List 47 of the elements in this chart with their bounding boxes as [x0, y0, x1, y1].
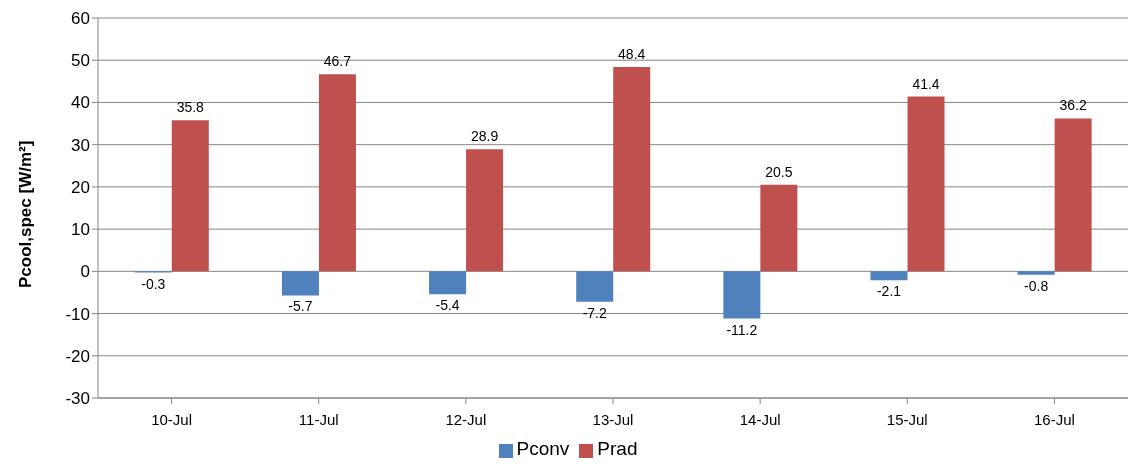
bar [1054, 118, 1092, 272]
bar [576, 271, 614, 302]
data-label: -5.7 [288, 298, 313, 315]
data-label: -2.1 [876, 283, 902, 300]
x-tick-label: 16-Jul [1034, 410, 1075, 428]
x-tick-label: 13-Jul [592, 410, 634, 428]
x-tick-label: 14-Jul [739, 410, 781, 428]
x-tick-label: 12-Jul [445, 410, 487, 428]
data-label: 48.4 [618, 45, 646, 62]
x-tick-label: 15-Jul [886, 410, 928, 428]
y-tick-label: 60 [71, 9, 90, 29]
data-label: 41.4 [912, 75, 940, 92]
y-tick-label: -30 [65, 389, 90, 409]
legend-label: Prad [597, 438, 638, 459]
bar [723, 271, 761, 319]
data-label: -0.3 [141, 275, 166, 292]
data-label: 28.9 [470, 128, 499, 145]
bar [760, 184, 798, 272]
legend-label: Pconv [516, 438, 570, 459]
bar [281, 271, 319, 296]
bar [318, 74, 356, 272]
y-tick-label: -10 [65, 304, 90, 324]
y-tick-label: 0 [80, 262, 90, 282]
data-label: 35.8 [176, 99, 205, 116]
bar [870, 271, 908, 281]
data-label: 20.5 [765, 163, 793, 180]
data-label: -5.4 [435, 297, 460, 314]
bar [613, 66, 651, 272]
bar [171, 120, 209, 272]
data-label: -7.2 [582, 304, 607, 321]
data-label: -0.8 [1024, 277, 1049, 294]
y-tick-label: 40 [71, 93, 90, 113]
data-label: 36.2 [1059, 97, 1087, 114]
y-tick-label: 50 [71, 51, 90, 71]
bar [429, 271, 467, 295]
y-tick-label: 20 [71, 177, 90, 197]
y-tick-label: 10 [71, 220, 90, 240]
data-label: -11.2 [726, 321, 758, 338]
bar [466, 149, 504, 272]
x-tick-label: 11-Jul [298, 410, 339, 428]
bar [1017, 271, 1055, 275]
data-label: 46.7 [323, 53, 352, 70]
x-tick-label: 10-Jul [151, 410, 192, 428]
y-tick-label: 30 [71, 135, 90, 155]
y-axis-title: Pcool,spec [W/m²] [16, 140, 36, 288]
y-tick-label: -20 [65, 346, 90, 366]
bar [907, 96, 945, 272]
